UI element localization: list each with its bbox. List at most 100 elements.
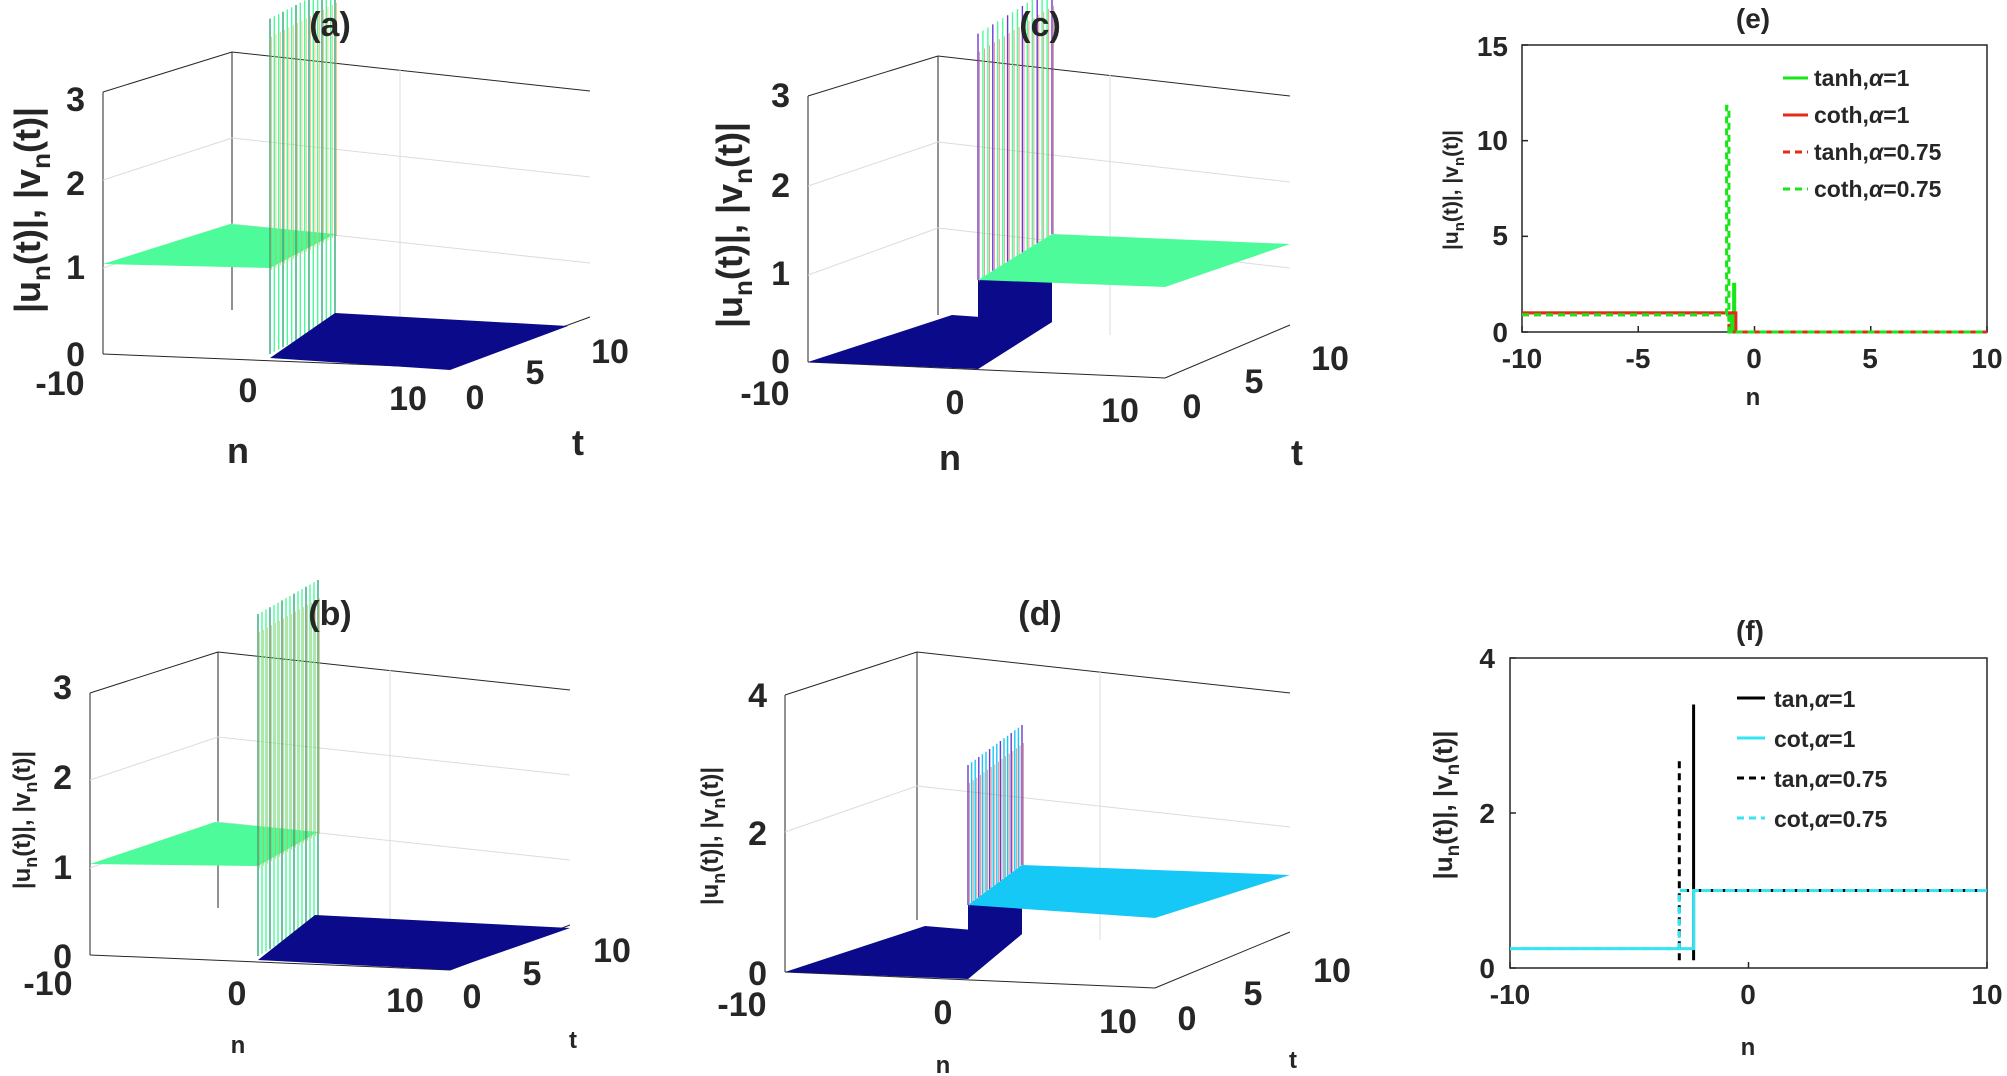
panel-e-title: (e) [1736,3,1770,34]
panel-a-plane-left [103,224,335,268]
legend-label-tan-075: tan,α=0.75 [1774,766,1888,792]
panel-b-ytick: 10 [593,932,631,970]
panel-b-xtick: 10 [386,982,424,1020]
panel-a-xtick: -10 [35,365,84,403]
panel-d-ylabel: t [1289,1047,1297,1074]
panel-f-ticks [1509,657,1988,969]
panel-c-ytick: 0 [1183,388,1202,426]
panel-e-ticks [1521,44,1988,333]
panel-c-ztick: 3 [771,77,790,115]
panel-d-step-face [968,905,1022,979]
panel-b-ztick: 1 [53,849,72,887]
panel-b-zlabel: |un(t)|, |vn(t)| [9,751,41,889]
panel-c-box [807,55,1291,379]
panel-b-ztick: 2 [53,759,72,797]
panel-d-xtick: 0 [934,994,953,1032]
panel-f-xtick: 0 [1740,979,1756,1010]
panel-f-axes [1509,657,1988,969]
panel-e-lines [1522,104,1987,334]
panel-e-ytick: 0 [1492,317,1508,348]
panel-c-ztick: 2 [771,167,790,205]
panel-a-zlabel: |un(t)|, |vn(t)| [7,107,56,313]
panel-b-plane-left [90,822,318,866]
panel-b-spikes [257,580,321,956]
panel-e-xlabel: n [1746,384,1761,411]
panel-b-grid [89,670,571,928]
panel-c-step-face [978,280,1052,369]
legend-label-tanh-1: tanh,α=1 [1814,65,1910,91]
panel-b-ylabel: t [569,1027,577,1054]
panel-c-plane-right [978,234,1290,287]
panel-c-ytick: 10 [1311,340,1349,378]
panel-d-plane-left [785,926,1022,979]
panel-d-plane-right [968,865,1290,918]
panel-b: (b) 3 2 1 0 -10 0 10 0 5 10 n t |un(t)|,… [9,580,631,1059]
panel-e: (e) 15 10 5 0 -10 -5 0 5 10 n |un(t)|, |… [1440,3,2003,411]
panel-a-ytick: 10 [591,333,629,371]
panel-d-ytick: 0 [1178,1000,1197,1038]
panel-e-series-line-3 [1522,104,1987,334]
panel-d-spikes [967,725,1024,907]
panel-c-xtick: -10 [740,375,789,413]
panel-e-ytick: 10 [1477,125,1508,156]
panel-c-ytick: 5 [1245,363,1264,401]
panel-c-title: (c) [1019,6,1061,44]
panel-f-title: (f) [1736,615,1764,646]
panel-f-series-line-3 [1510,889,1987,951]
panel-e-xtick: 0 [1746,343,1762,374]
panel-e-ytick: 5 [1492,220,1508,251]
panel-d-xtick: 10 [1099,1003,1137,1041]
panel-c-xtick: 10 [1101,392,1139,430]
panel-d-ytick: 5 [1244,975,1263,1013]
panel-f-ytick: 4 [1479,643,1495,674]
panel-a-xtick: 0 [239,372,258,410]
panel-c: (c) 3 2 1 0 -10 0 10 0 5 10 n t |un(t)|,… [709,0,1349,478]
panel-c-spikes [977,0,1054,282]
panel-e-axes [1521,44,1988,333]
panel-f-lines [1510,704,1987,961]
panel-a-spikes [269,0,338,354]
panel-a-ztick: 1 [66,249,85,287]
panel-a-title: (a) [309,6,351,44]
panel-a-ytick: 0 [466,379,485,417]
panel-e-xtick: 5 [1862,343,1878,374]
panel-e-ytick: 15 [1477,31,1508,62]
panel-c-xtick: 0 [946,384,965,422]
panel-a-ztick: 0 [66,336,85,374]
panel-a-xlabel: n [227,430,249,471]
panel-a-ztick: 3 [66,81,85,119]
panel-b-ztick: 3 [53,669,72,707]
panel-a-xtick: 10 [389,380,427,418]
panel-b-ytick: 5 [523,955,542,993]
panel-b-xtick: -10 [23,965,72,1003]
panel-c-ztick: 0 [771,343,790,381]
panel-b-ztick: 0 [53,938,72,976]
panel-b-plane-right [258,915,570,970]
panel-d-ztick: 2 [748,815,767,853]
panel-e-legend: tanh,α=1 coth,α=1 tanh,α=0.75 coth,α=0.7… [1783,65,1942,202]
panel-e-ylabel: |un(t)|, |vn(t)| [1440,130,1468,250]
panel-b-ytick: 0 [463,978,482,1016]
legend-label-cot-1: cot,α=1 [1774,726,1856,752]
panel-d-title: (d) [1018,595,1061,633]
panel-e-xtick: 10 [1971,343,2002,374]
panel-f-ytick: 2 [1479,798,1495,829]
panel-b-xtick: 0 [228,975,247,1013]
panel-e-xtick: -5 [1626,343,1651,374]
panel-a-ytick: 5 [526,354,545,392]
panel-a-ztick: 2 [66,165,85,203]
legend-label-tan-1: tan,α=1 [1774,686,1856,712]
panel-f-series-line-2 [1677,758,1987,961]
panel-f-xtick: -10 [1490,979,1530,1010]
panel-d-ztick: 4 [748,677,767,715]
panel-f: (f) 4 2 0 -10 0 10 n |un(t)|, |vn(t)| ta… [1428,615,2003,1061]
panel-c-zlabel: |un(t)|, |vn(t)| [709,122,758,328]
panel-f-xtick: 10 [1971,979,2002,1010]
legend-label-tanh-075: tanh,α=0.75 [1814,139,1942,165]
panel-e-xtick: -10 [1502,343,1542,374]
panel-f-ylabel: |un(t)|, |vn(t)| [1428,730,1464,879]
panel-c-xlabel: n [939,437,961,478]
panel-d-zlabel: |un(t)|, |vn(t)| [697,767,729,905]
panel-f-ytick: 0 [1479,953,1495,984]
